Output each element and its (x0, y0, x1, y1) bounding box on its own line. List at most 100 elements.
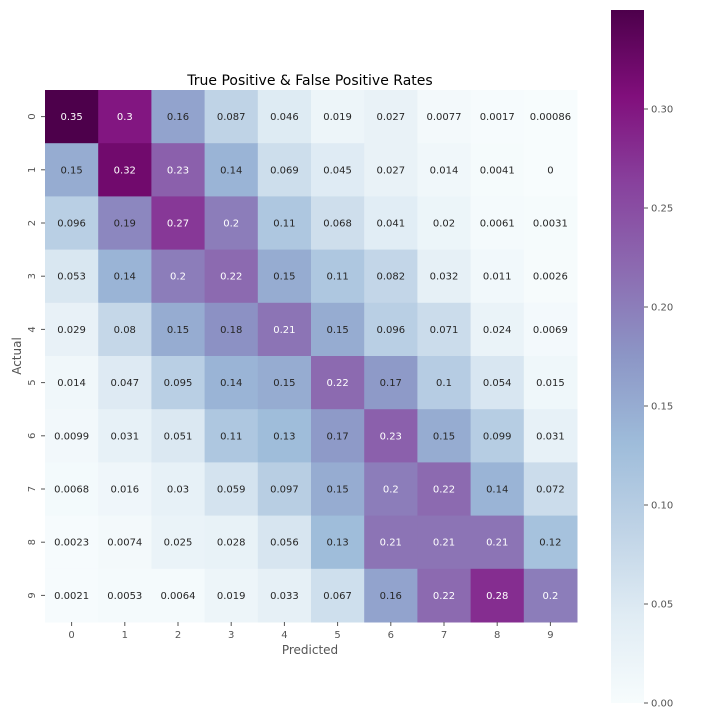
heatmap-cell (470, 515, 525, 570)
cell-value-label: 0.054 (483, 378, 512, 389)
cell-value-label: 0.0099 (54, 431, 89, 442)
cell-value-label: 0.32 (114, 165, 136, 176)
cell-value-label: 0.28 (486, 591, 508, 602)
heatmap-cell (204, 196, 259, 251)
cell-value-label: 0.08 (114, 325, 136, 336)
cell-value-label: 0.071 (430, 325, 459, 336)
heatmap-cell (523, 90, 578, 144)
heatmap-cell (151, 356, 206, 410)
heatmap-cell (311, 249, 365, 304)
heatmap-cell (98, 462, 152, 517)
cell-value-label: 0.072 (536, 485, 565, 496)
heatmap-cell (364, 90, 418, 144)
cell-value-label: 0.15 (326, 485, 348, 496)
y-tick-label: 7 (27, 486, 38, 492)
cell-value-label: 0.011 (483, 272, 512, 283)
colorbar: 0.00 0.05 0.10 0.15 0.20 0.25 0.30 (611, 10, 673, 710)
heatmap-cell (417, 302, 472, 357)
heatmap-cell (45, 462, 99, 517)
y-tick-label: 4 (27, 326, 38, 332)
heatmap-cell (417, 515, 472, 570)
heatmap-cell (257, 90, 312, 144)
cell-value-label: 0.0074 (107, 538, 142, 549)
cell-value-label: 0.056 (270, 538, 299, 549)
y-tick-label: 0 (27, 113, 38, 119)
cell-value-label: 0.069 (270, 165, 299, 176)
y-tick-label: 5 (27, 379, 38, 385)
heatmap-cell (470, 90, 525, 144)
cell-value-label: 0.21 (380, 538, 402, 549)
heatmap-cell (523, 196, 578, 251)
heatmap-cell (311, 302, 365, 357)
x-tick-label: 9 (547, 630, 553, 641)
cell-value-label: 0.0021 (54, 591, 89, 602)
heatmap-cell (204, 302, 259, 357)
heatmap-cell (364, 515, 418, 570)
cell-value-label: 0.22 (433, 485, 455, 496)
cell-value-label: 0.028 (217, 538, 246, 549)
heatmap-cell (470, 568, 525, 623)
cell-value-label: 0.22 (220, 272, 242, 283)
heatmap-cell (45, 568, 99, 623)
cell-value-label: 0.0077 (427, 112, 462, 123)
heatmap-cell (98, 356, 152, 410)
cell-value-label: 0.032 (430, 272, 459, 283)
cell-value-label: 0.2 (383, 485, 399, 496)
cell-value-label: 0.051 (164, 431, 193, 442)
heatmap-cell (257, 409, 312, 463)
heatmap-cell (151, 196, 206, 251)
cell-value-label: 0.15 (433, 431, 455, 442)
heatmap-cell (364, 143, 418, 197)
cell-value-label: 0.096 (376, 325, 405, 336)
cell-value-label: 0.0023 (54, 538, 89, 549)
heatmap-cell (523, 568, 578, 623)
heatmap-cell (417, 249, 472, 304)
heatmap-cell (364, 462, 418, 517)
heatmap-cell (311, 409, 365, 463)
heatmap-cell (470, 302, 525, 357)
heatmap-cell (257, 462, 312, 517)
heatmap-cell (257, 249, 312, 304)
cell-value-label: 0.11 (220, 431, 242, 442)
cell-value-label: 0.025 (164, 538, 193, 549)
cell-value-label: 0.15 (167, 325, 189, 336)
heatmap-cell (470, 143, 525, 197)
cell-value-label: 0.15 (60, 165, 82, 176)
heatmap-cell (151, 462, 206, 517)
y-tick-label: 9 (27, 592, 38, 598)
heatmap-cell (417, 143, 472, 197)
colorbar-tick-label: 0.30 (651, 105, 673, 116)
cell-value-label: 0.00086 (530, 112, 571, 123)
cell-value-label: 0.019 (323, 112, 352, 123)
heatmap-cell (364, 196, 418, 251)
cell-value-label: 0.19 (114, 219, 136, 230)
cell-value-label: 0.16 (167, 112, 189, 123)
heatmap-cell (45, 515, 99, 570)
cell-value-label: 0.059 (217, 485, 246, 496)
heatmap-cell (45, 143, 99, 197)
heatmap-cell (204, 249, 259, 304)
cell-value-label: 0.033 (270, 591, 299, 602)
cell-value-label: 0.0061 (480, 219, 515, 230)
x-tick-label: 5 (334, 630, 340, 641)
cell-value-label: 0.21 (273, 325, 295, 336)
colorbar-tick-label: 0.05 (651, 600, 673, 611)
cell-value-label: 0.17 (380, 378, 402, 389)
heatmap-cell (204, 568, 259, 623)
cell-value-label: 0.046 (270, 112, 299, 123)
heatmap-cell (98, 196, 152, 251)
heatmap-cell (523, 302, 578, 357)
heatmap-cell (523, 409, 578, 463)
heatmap-cell (364, 409, 418, 463)
heatmap-cell (257, 143, 312, 197)
y-axis-label: Actual (10, 337, 24, 375)
heatmap-cell (311, 90, 365, 144)
cell-value-label: 0.2 (223, 219, 239, 230)
heatmap-cell (204, 515, 259, 570)
cell-value-label: 0.15 (326, 325, 348, 336)
cell-value-label: 0.13 (273, 431, 295, 442)
cell-value-label: 0.0026 (533, 272, 568, 283)
cell-value-label: 0.14 (114, 272, 136, 283)
heatmap-cell (204, 462, 259, 517)
heatmap-cell (98, 249, 152, 304)
